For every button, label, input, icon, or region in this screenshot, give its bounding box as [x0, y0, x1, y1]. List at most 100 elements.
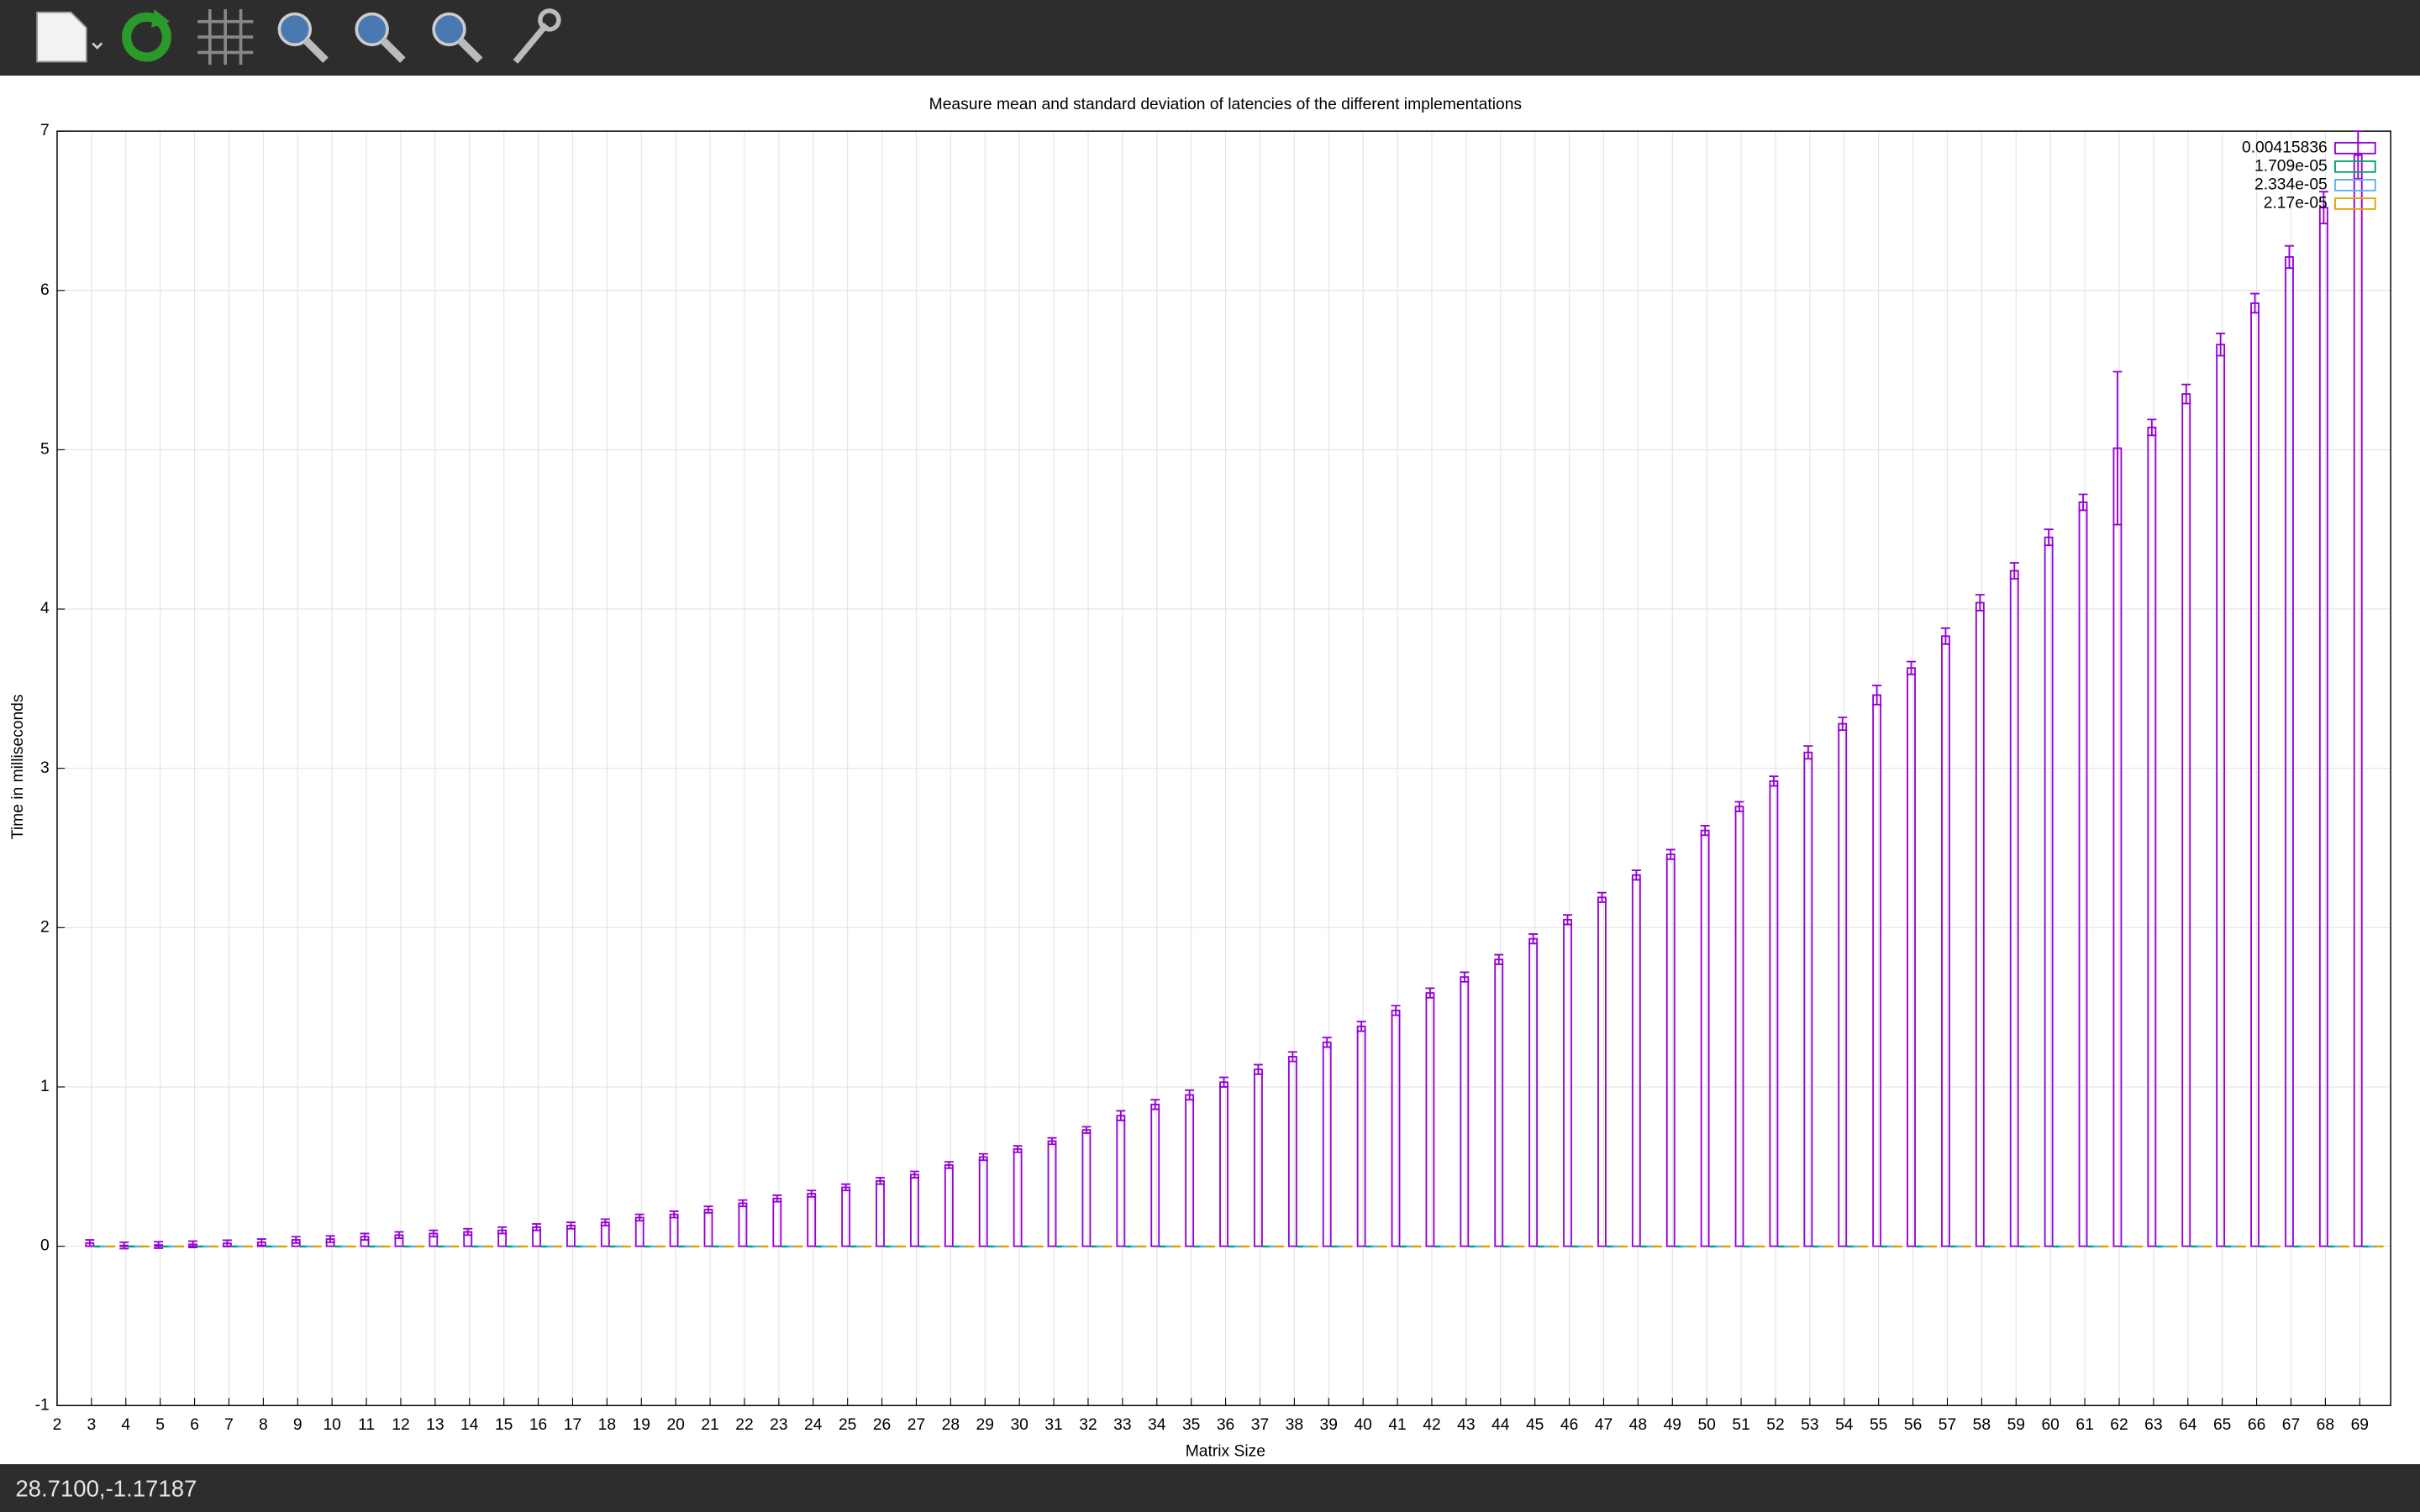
bar: [1460, 976, 1470, 1247]
error-bar: [1528, 933, 1539, 945]
settings-button[interactable]: [513, 8, 561, 64]
x-tick-label: 68: [2317, 1416, 2334, 1434]
error-bar: [1940, 627, 1950, 645]
zoom-reset-button[interactable]: [355, 12, 406, 63]
error-bar: [1013, 1145, 1023, 1153]
error-bar: [2353, 130, 2363, 180]
bar: [1975, 601, 1985, 1247]
error-bar: [1872, 685, 1882, 706]
bar: [1219, 1081, 1228, 1247]
error-bar: [360, 1232, 370, 1241]
error-bar: [2147, 418, 2157, 437]
x-tick-label: 16: [529, 1416, 547, 1434]
bar: [2078, 501, 2088, 1247]
x-tick-label: 40: [1354, 1416, 1371, 1434]
error-bar: [1665, 848, 1676, 860]
bar: [2147, 426, 2157, 1247]
error-bar: [2284, 244, 2294, 270]
x-tick-label: 55: [1870, 1416, 1887, 1434]
bar: [1116, 1115, 1126, 1247]
bar: [807, 1193, 817, 1247]
legend-swatch: [2334, 179, 2376, 192]
x-tick-label: 10: [323, 1416, 340, 1434]
error-bar: [222, 1239, 232, 1247]
x-tick-label: 44: [1491, 1416, 1510, 1434]
error-bar: [669, 1210, 679, 1219]
error-bar: [1803, 745, 1813, 760]
error-bar: [188, 1240, 198, 1249]
y-tick-label: 7: [40, 122, 50, 139]
error-bar: [2112, 370, 2123, 526]
error-bar: [497, 1226, 508, 1235]
x-tick-label: 4: [121, 1416, 130, 1434]
error-bar: [2181, 383, 2191, 405]
error-bar: [1391, 1005, 1401, 1016]
x-tick-label: 28: [942, 1416, 960, 1434]
plot: 2 3 4 5 6 7 8 9 10 11 12 13 14 15 16 17 18 19 20 21 22 23 24 25…: [35, 122, 2391, 1434]
error-bar: [841, 1183, 851, 1192]
grid-button[interactable]: [197, 9, 254, 66]
bar: [1734, 806, 1744, 1247]
zoom-in-button[interactable]: [432, 12, 483, 63]
status-bar: [0, 1464, 2420, 1512]
zoom-out-button[interactable]: [277, 12, 329, 63]
legend-label: 1.709e-05: [2254, 157, 2328, 175]
x-tick-label: 19: [633, 1416, 650, 1434]
bar: [841, 1186, 851, 1247]
bar: [772, 1197, 782, 1247]
bar: [703, 1209, 713, 1247]
x-tick-label: 65: [2213, 1416, 2231, 1434]
error-bar: [600, 1218, 610, 1226]
x-tick-label: 57: [1939, 1416, 1956, 1434]
bar: [1322, 1041, 1332, 1247]
x-axis-label: Matrix Size: [1186, 1442, 1265, 1460]
chart-title: Measure mean and standard deviation of l…: [929, 96, 1522, 113]
x-tick-label: 22: [735, 1416, 753, 1434]
y-tick-label: 3: [40, 759, 50, 777]
x-tick-label: 13: [426, 1416, 444, 1434]
error-bar: [1734, 801, 1744, 812]
x-tick-label: 34: [1148, 1416, 1166, 1434]
x-tick-label: 14: [460, 1416, 479, 1434]
x-tick-label: 63: [2144, 1416, 2162, 1434]
bar: [1528, 937, 1539, 1247]
x-tick-label: 24: [804, 1416, 823, 1434]
error-bar: [429, 1229, 439, 1238]
legend-swatch: [2334, 160, 2376, 173]
bar: [1494, 958, 1504, 1247]
x-tick-label: 45: [1526, 1416, 1544, 1434]
bar: [1597, 896, 1607, 1247]
error-bar: [119, 1241, 129, 1250]
bar: [1907, 667, 1916, 1247]
x-tick-label: 47: [1595, 1416, 1612, 1434]
x-tick-label: 15: [495, 1416, 513, 1434]
x-tick-label: 27: [908, 1416, 925, 1434]
error-bar: [1322, 1037, 1332, 1048]
toolbar-icons: [36, 8, 561, 66]
bar: [2112, 447, 2123, 1247]
y-tick-label: 5: [40, 441, 50, 459]
error-bar: [1975, 594, 1985, 612]
error-bar: [154, 1241, 164, 1249]
x-tick-label: 64: [2179, 1416, 2197, 1434]
bar: [1356, 1025, 1366, 1247]
export-button[interactable]: [36, 11, 103, 63]
error-bar: [807, 1189, 817, 1198]
error-bar: [2216, 333, 2226, 357]
legend-label: 2.334e-05: [2254, 176, 2328, 194]
x-tick-label: 58: [1973, 1416, 1991, 1434]
error-bar: [909, 1170, 919, 1179]
bar: [1803, 751, 1813, 1247]
x-tick-label: 23: [770, 1416, 787, 1434]
x-tick-label: 59: [2007, 1416, 2025, 1434]
replot-button[interactable]: [122, 9, 171, 62]
error-bar: [1907, 660, 1917, 675]
x-tick-label: 56: [1904, 1416, 1922, 1434]
legend-label: 0.00415836: [2242, 139, 2328, 156]
bar: [1185, 1094, 1195, 1247]
y-tick-label: 0: [40, 1237, 50, 1255]
x-tick-label: 37: [1251, 1416, 1269, 1434]
error-bar: [1563, 914, 1573, 926]
